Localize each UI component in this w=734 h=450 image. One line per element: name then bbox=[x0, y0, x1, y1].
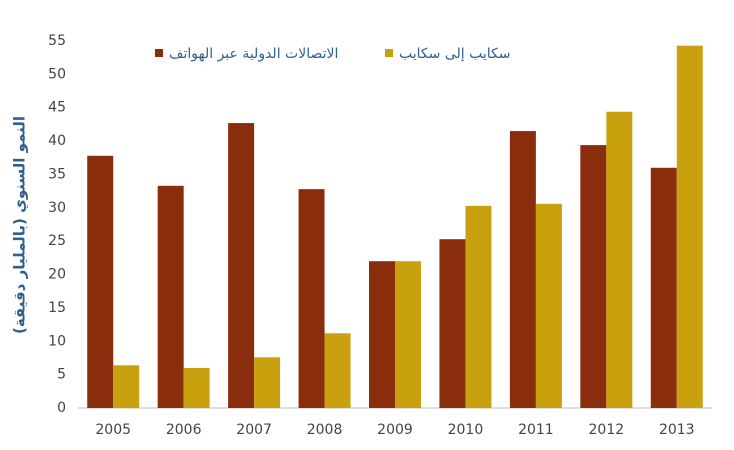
bar bbox=[87, 155, 114, 408]
bar bbox=[580, 145, 607, 408]
x-tick-label: 2009 bbox=[377, 422, 413, 438]
bar bbox=[228, 123, 255, 408]
y-tick-label: 45 bbox=[48, 100, 66, 116]
legend-label: الاتصالات الدولية عبر الهواتف bbox=[169, 46, 338, 62]
bar bbox=[369, 261, 395, 408]
legend-swatch bbox=[385, 49, 393, 57]
bar bbox=[606, 111, 633, 409]
y-tick-label: 0 bbox=[57, 400, 66, 416]
y-tick-label: 15 bbox=[48, 300, 66, 316]
x-tick-label: 2006 bbox=[166, 422, 202, 438]
bar bbox=[183, 367, 210, 408]
y-tick-label: 20 bbox=[48, 267, 66, 283]
bar bbox=[113, 365, 140, 408]
bar bbox=[509, 131, 536, 408]
bar bbox=[298, 189, 325, 408]
x-tick-label: 2005 bbox=[95, 422, 131, 438]
y-tick-label: 25 bbox=[48, 233, 66, 249]
bar bbox=[324, 333, 351, 408]
bar bbox=[676, 45, 703, 409]
x-tick-label: 2010 bbox=[448, 422, 484, 438]
bar bbox=[650, 167, 677, 408]
bar bbox=[395, 261, 421, 408]
bar bbox=[535, 203, 562, 408]
y-tick-label: 50 bbox=[48, 66, 66, 82]
x-tick-label: 2012 bbox=[589, 422, 625, 438]
bar bbox=[439, 239, 466, 408]
x-tick-label: 2013 bbox=[659, 422, 695, 438]
legend-label: سكايب إلى سكايب bbox=[399, 46, 510, 62]
bar bbox=[157, 185, 184, 408]
bar bbox=[254, 357, 281, 408]
x-tick-label: 2007 bbox=[236, 422, 272, 438]
legend-swatch bbox=[155, 49, 163, 57]
y-tick-label: 10 bbox=[48, 333, 66, 349]
y-axis-title: النمو السنوي (بالمليار دقيقة) bbox=[11, 116, 30, 334]
y-tick-label: 30 bbox=[48, 200, 66, 216]
y-tick-label: 40 bbox=[48, 133, 66, 149]
y-tick-label: 5 bbox=[57, 367, 66, 383]
y-tick-label: 55 bbox=[48, 33, 66, 49]
x-tick-label: 2008 bbox=[307, 422, 343, 438]
bar bbox=[465, 205, 492, 408]
y-tick-label: 35 bbox=[48, 166, 66, 182]
x-tick-label: 2011 bbox=[518, 422, 554, 438]
